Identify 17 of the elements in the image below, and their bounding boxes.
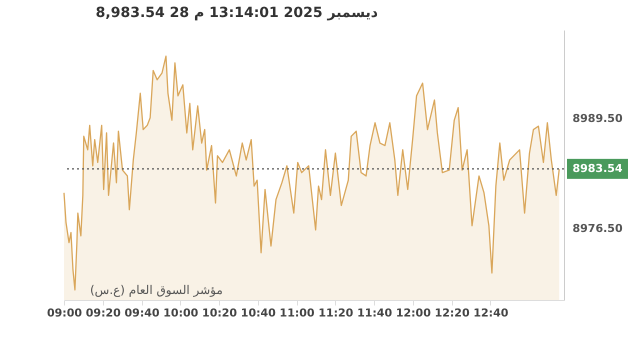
x-tick-label: 11:40: [357, 306, 392, 320]
x-tick-label: 11:20: [318, 306, 354, 320]
chart-title: 8,983.54 28 ديسمبر 2025 13:14:01 م: [96, 5, 378, 21]
x-tick-label: 12:00: [396, 306, 432, 320]
ref-line-label: 8983.54: [572, 162, 623, 175]
x-tick-label: 10:20: [202, 306, 238, 320]
annotation: مؤشر السوق العام (ع.س): [90, 283, 223, 297]
x-tick-label: 10:00: [163, 306, 199, 320]
x-tick-label: 09:20: [86, 306, 122, 320]
x-tick-label: 09:40: [124, 306, 160, 320]
x-tick-label: 12:40: [473, 306, 509, 320]
x-tick-label: 11:00: [280, 306, 315, 320]
x-tick-label: 10:40: [240, 306, 276, 320]
x-tick-label: 09:00: [46, 306, 82, 320]
y-tick-label: 8976.50: [572, 222, 623, 235]
y-tick-label: 8989.50: [572, 112, 623, 126]
x-tick-label: 12:20: [434, 306, 470, 320]
